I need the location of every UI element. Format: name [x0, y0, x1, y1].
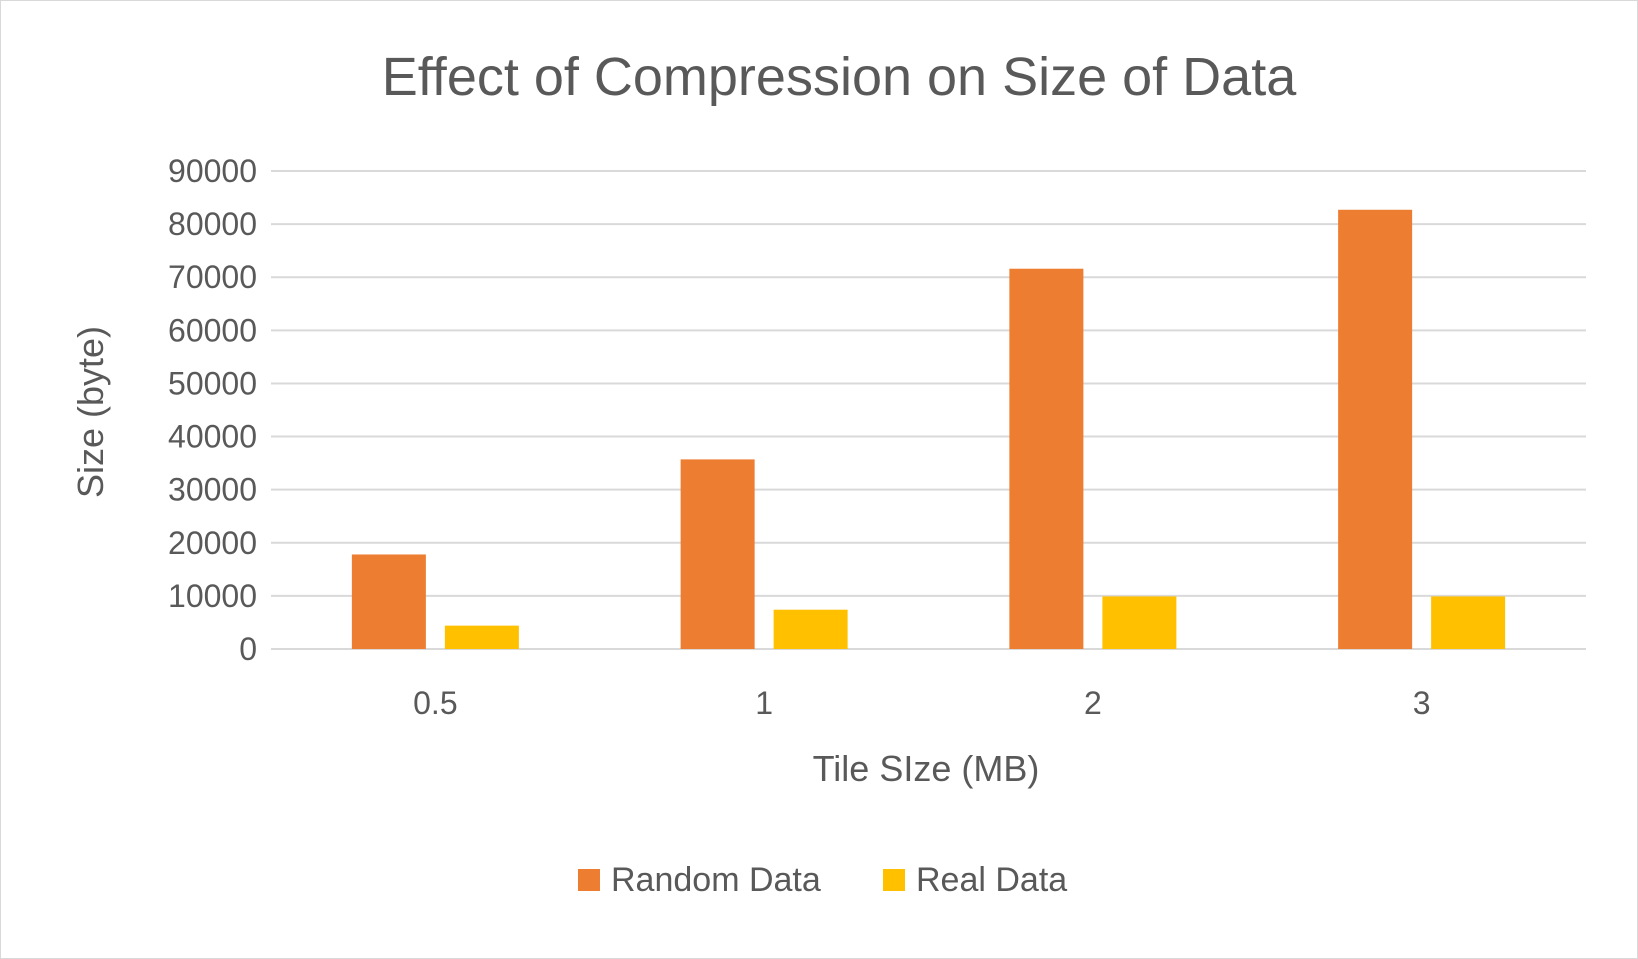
chart-title: Effect of Compression on Size of Data [382, 47, 1297, 107]
y-tick-label: 50000 [168, 365, 257, 401]
bar-real-data-2 [1102, 596, 1177, 649]
y-tick-label: 10000 [168, 578, 257, 614]
y-axis-label: Size (byte) [70, 326, 111, 498]
y-tick-label: 80000 [168, 206, 257, 242]
gridlines [271, 170, 1586, 650]
bar-real-data-1 [773, 609, 848, 649]
y-tick-label: 90000 [168, 153, 257, 189]
legend-swatch-random-data [578, 869, 600, 891]
x-tick-label: 2 [1084, 685, 1102, 721]
y-tick-label: 20000 [168, 525, 257, 561]
bar-random-data-0.5 [351, 554, 426, 649]
x-axis-label: Tile SIze (MB) [813, 748, 1040, 789]
bar-real-data-0.5 [444, 625, 519, 649]
y-tick-label: 60000 [168, 312, 257, 348]
x-tick-label: 1 [755, 685, 773, 721]
y-axis-ticks: 0 10000 20000 30000 40000 50000 60000 70000 8000… [168, 153, 257, 667]
x-tick-label: 3 [1413, 685, 1431, 721]
y-tick-label: 30000 [168, 472, 257, 508]
bar-real-data-3 [1431, 596, 1506, 649]
y-tick-label: 0 [239, 631, 257, 667]
legend: Random Data Real Data [578, 861, 1067, 899]
x-axis-ticks: 0.5 1 2 3 [413, 685, 1430, 721]
bar-random-data-3 [1338, 209, 1413, 649]
bar-random-data-1 [680, 459, 755, 649]
legend-swatch-real-data [883, 869, 905, 891]
bars [351, 209, 1506, 649]
y-tick-label: 70000 [168, 259, 257, 295]
legend-label-random-data: Random Data [611, 861, 821, 899]
legend-label-real-data: Real Data [916, 861, 1067, 899]
bar-random-data-2 [1009, 268, 1084, 649]
x-tick-label: 0.5 [413, 685, 457, 721]
y-tick-label: 40000 [168, 419, 257, 455]
